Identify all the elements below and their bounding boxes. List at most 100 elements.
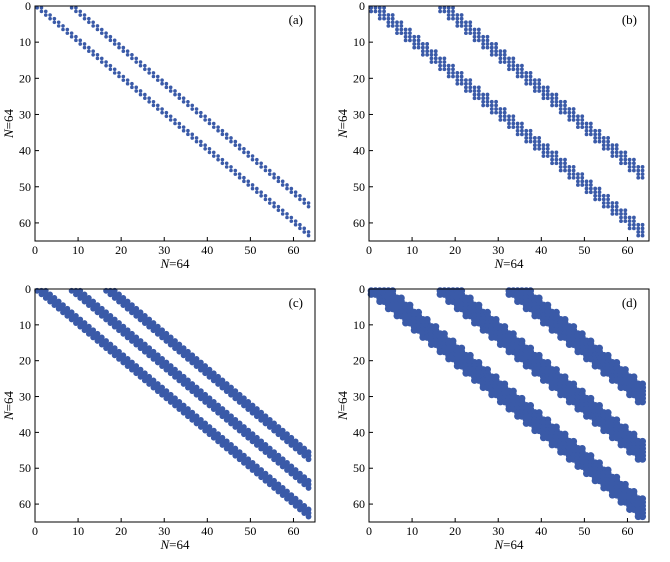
y-tick-label: 30 xyxy=(353,107,365,121)
data-point xyxy=(520,128,524,133)
data-point xyxy=(606,201,610,205)
data-point xyxy=(619,157,623,162)
data-point xyxy=(193,391,200,398)
data-point xyxy=(563,103,567,108)
data-point xyxy=(532,146,537,151)
data-point xyxy=(537,78,542,83)
data-point xyxy=(220,157,225,162)
data-point xyxy=(168,85,173,90)
data-point xyxy=(298,194,302,198)
data-point xyxy=(601,136,606,140)
data-point xyxy=(580,121,585,126)
data-point xyxy=(558,99,563,104)
data-point xyxy=(293,190,298,194)
data-point xyxy=(223,416,230,423)
data-point xyxy=(627,226,632,231)
data-point xyxy=(481,45,486,50)
data-point xyxy=(382,16,386,21)
data-point xyxy=(237,172,242,176)
data-point xyxy=(632,168,636,173)
x-tick-label: 50 xyxy=(244,243,256,257)
data-point xyxy=(395,23,399,28)
data-point xyxy=(82,13,87,17)
data-point xyxy=(593,186,598,191)
data-point xyxy=(276,175,281,180)
data-point xyxy=(259,165,263,169)
data-point xyxy=(47,298,53,305)
data-point xyxy=(623,211,628,216)
data-point xyxy=(258,445,265,452)
data-point xyxy=(593,193,598,198)
data-point xyxy=(220,132,225,137)
data-point xyxy=(159,363,165,369)
data-point xyxy=(627,157,632,162)
data-point xyxy=(107,348,114,355)
data-point xyxy=(215,438,221,445)
data-point xyxy=(194,139,199,144)
data-point xyxy=(146,381,153,387)
data-point xyxy=(194,110,199,115)
data-point xyxy=(455,74,460,79)
data-point xyxy=(554,161,559,166)
data-point xyxy=(442,56,447,61)
data-point xyxy=(163,366,170,373)
data-point xyxy=(216,157,220,162)
data-point xyxy=(255,186,259,191)
data-point xyxy=(502,49,507,54)
data-point xyxy=(459,16,464,21)
data-point xyxy=(416,38,421,43)
data-point xyxy=(163,395,170,402)
data-point xyxy=(255,190,259,194)
data-point xyxy=(177,92,182,97)
data-point xyxy=(640,230,645,234)
data-point xyxy=(177,96,182,100)
data-point xyxy=(377,5,382,10)
data-point xyxy=(481,38,486,43)
data-point xyxy=(601,193,606,198)
data-point xyxy=(528,74,533,79)
data-point xyxy=(476,27,481,32)
data-point xyxy=(151,100,156,104)
y-tick-label: 50 xyxy=(353,461,365,475)
data-point xyxy=(121,74,126,79)
data-point xyxy=(584,186,589,191)
data-point xyxy=(250,186,255,191)
data-point xyxy=(485,103,490,108)
data-point xyxy=(408,27,412,32)
data-point xyxy=(172,345,178,352)
data-point xyxy=(390,13,395,17)
data-point xyxy=(82,45,87,50)
data-point xyxy=(202,399,209,405)
y-tick-label: 30 xyxy=(353,390,365,404)
data-point xyxy=(121,45,126,50)
data-point xyxy=(99,27,104,32)
data-point xyxy=(511,56,516,61)
data-point xyxy=(472,34,477,39)
data-point xyxy=(124,334,131,341)
data-point xyxy=(532,143,537,148)
data-point xyxy=(197,366,204,373)
data-point xyxy=(502,56,507,61)
data-point xyxy=(451,9,455,14)
data-point xyxy=(65,27,70,32)
data-point xyxy=(69,31,74,35)
data-point xyxy=(476,38,481,43)
data-point xyxy=(472,96,477,101)
data-point xyxy=(35,6,39,10)
data-point xyxy=(95,53,100,57)
data-point xyxy=(305,513,312,520)
data-point xyxy=(576,172,580,177)
data-point xyxy=(588,125,593,130)
data-point xyxy=(246,154,251,158)
data-point xyxy=(288,442,295,448)
data-point xyxy=(241,402,247,409)
data-point xyxy=(623,219,628,224)
data-point xyxy=(43,13,48,17)
data-point xyxy=(150,356,157,362)
data-point xyxy=(588,128,593,133)
data-point xyxy=(289,190,294,194)
data-point xyxy=(459,23,464,28)
panel-label: (c) xyxy=(289,295,303,310)
data-point xyxy=(202,427,209,434)
data-point xyxy=(369,5,374,10)
